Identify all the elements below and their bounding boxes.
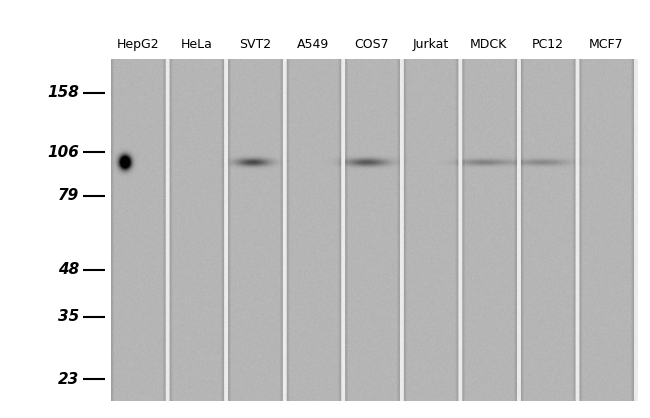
Text: 79: 79: [58, 188, 79, 203]
Text: HeLa: HeLa: [180, 38, 213, 51]
Text: COS7: COS7: [354, 38, 389, 51]
Text: SVT2: SVT2: [239, 38, 271, 51]
Text: HepG2: HepG2: [116, 38, 159, 51]
Text: 106: 106: [47, 145, 79, 160]
Text: MDCK: MDCK: [470, 38, 508, 51]
Text: MCF7: MCF7: [588, 38, 623, 51]
Text: A549: A549: [297, 38, 330, 51]
Text: 158: 158: [47, 85, 79, 100]
Text: 48: 48: [58, 262, 79, 277]
Text: Jurkat: Jurkat: [412, 38, 448, 51]
Text: 23: 23: [58, 372, 79, 387]
Text: 35: 35: [58, 309, 79, 324]
Text: PC12: PC12: [531, 38, 564, 51]
